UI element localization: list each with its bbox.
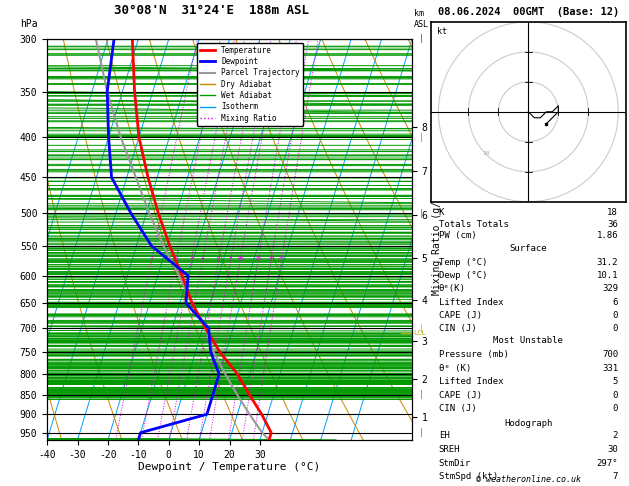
Text: Surface: Surface [509, 244, 547, 253]
Text: Temp (°C): Temp (°C) [438, 258, 487, 267]
Text: StmSpd (kt): StmSpd (kt) [438, 472, 498, 481]
Text: 30°08'N  31°24'E  188m ASL: 30°08'N 31°24'E 188m ASL [114, 4, 309, 17]
Text: 0: 0 [613, 311, 618, 320]
Text: 36: 36 [608, 220, 618, 228]
Text: Most Unstable: Most Unstable [493, 336, 564, 345]
Text: 1: 1 [150, 256, 153, 261]
Text: Dewp (°C): Dewp (°C) [438, 271, 487, 280]
Text: 25: 25 [277, 256, 285, 261]
Text: km
ASL: km ASL [414, 9, 429, 29]
Text: 0: 0 [613, 391, 618, 400]
Text: K: K [438, 208, 444, 217]
Text: PW (cm): PW (cm) [438, 231, 476, 240]
Text: 329: 329 [602, 284, 618, 294]
Text: CIN (J): CIN (J) [438, 404, 476, 414]
Text: LCL: LCL [413, 330, 426, 336]
Text: 6: 6 [216, 256, 220, 261]
Text: 7: 7 [613, 472, 618, 481]
Text: 10: 10 [237, 256, 244, 261]
Text: EH: EH [438, 432, 449, 440]
Text: 5: 5 [613, 377, 618, 386]
Text: 331: 331 [602, 364, 618, 373]
X-axis label: Dewpoint / Temperature (°C): Dewpoint / Temperature (°C) [138, 462, 321, 472]
Text: 0: 0 [613, 404, 618, 414]
Text: |: | [419, 209, 424, 218]
Text: 6: 6 [613, 297, 618, 307]
Text: 4: 4 [201, 256, 204, 261]
Text: CIN (J): CIN (J) [438, 324, 476, 333]
Text: |: | [419, 428, 424, 437]
Text: 08.06.2024  00GMT  (Base: 12): 08.06.2024 00GMT (Base: 12) [438, 7, 619, 17]
Text: 10.1: 10.1 [596, 271, 618, 280]
Text: SREH: SREH [438, 445, 460, 454]
Text: 18: 18 [608, 208, 618, 217]
Text: Totals Totals: Totals Totals [438, 220, 508, 228]
Text: © weatheronline.co.uk: © weatheronline.co.uk [476, 474, 581, 484]
Text: CAPE (J): CAPE (J) [438, 391, 482, 400]
Text: 0: 0 [613, 324, 618, 333]
Text: θᵉ (K): θᵉ (K) [438, 364, 471, 373]
Text: θᵉ(K): θᵉ(K) [438, 284, 465, 294]
Text: Hodograph: Hodograph [504, 418, 552, 428]
Text: Pressure (mb): Pressure (mb) [438, 350, 508, 359]
Text: 15: 15 [254, 256, 262, 261]
Text: 20: 20 [267, 256, 275, 261]
Text: 31.2: 31.2 [596, 258, 618, 267]
Text: 297°: 297° [596, 459, 618, 468]
Y-axis label: Mixing Ratio (g/kg): Mixing Ratio (g/kg) [431, 184, 442, 295]
Text: 700: 700 [602, 350, 618, 359]
Text: 3: 3 [189, 256, 193, 261]
Text: CAPE (J): CAPE (J) [438, 311, 482, 320]
Text: |: | [419, 324, 424, 333]
Text: |: | [419, 133, 424, 142]
Text: Lifted Index: Lifted Index [438, 297, 503, 307]
Text: |: | [419, 390, 424, 399]
Text: |: | [419, 35, 424, 43]
Text: hPa: hPa [20, 19, 38, 29]
Legend: Temperature, Dewpoint, Parcel Trajectory, Dry Adiabat, Wet Adiabat, Isotherm, Mi: Temperature, Dewpoint, Parcel Trajectory… [197, 43, 303, 125]
Text: StmDir: StmDir [438, 459, 471, 468]
Text: 2: 2 [613, 432, 618, 440]
Text: 10: 10 [482, 151, 490, 156]
Text: Lifted Index: Lifted Index [438, 377, 503, 386]
Text: 30: 30 [608, 445, 618, 454]
Text: 8: 8 [228, 256, 232, 261]
Text: kt: kt [437, 27, 447, 36]
Text: 1.86: 1.86 [596, 231, 618, 240]
Text: 2: 2 [174, 256, 178, 261]
